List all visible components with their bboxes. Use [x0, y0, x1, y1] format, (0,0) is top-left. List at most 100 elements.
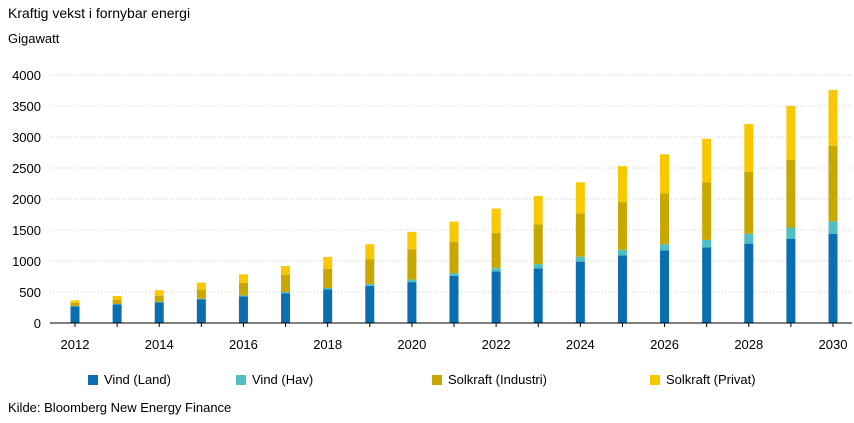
- bar-stack-2021: [449, 221, 459, 323]
- y-tick-label: 3500: [12, 99, 41, 114]
- bar-segment-2028-s3: [744, 123, 754, 172]
- y-tick-label: 3000: [12, 130, 41, 145]
- bar-segment-2022-s0: [491, 271, 501, 323]
- bar-stack-2012: [70, 300, 80, 323]
- legend-swatch: [88, 374, 98, 385]
- bar-segment-2021-s2: [449, 242, 459, 274]
- bar-segment-2024-s2: [575, 213, 585, 257]
- legend-label: Solkraft (Privat): [666, 372, 756, 387]
- bar-segment-2016-s3: [238, 274, 248, 284]
- bar-segment-2025-s3: [617, 166, 627, 203]
- bar-segment-2012-s3: [70, 300, 80, 303]
- bar-segment-2017-s0: [281, 293, 291, 323]
- bar-segment-2028-s1: [744, 233, 754, 244]
- bar-segment-2019-s1: [365, 283, 375, 286]
- bar-segment-2022-s2: [491, 232, 501, 269]
- bar-stack-2025: [617, 166, 627, 323]
- bar-stack-2030: [828, 89, 838, 323]
- bar-segment-2014-s3: [154, 290, 164, 296]
- chart-legend: Vind (Land) Vind (Hav) Solkraft (Industri)…: [0, 372, 854, 392]
- x-tick-label: 2022: [482, 337, 511, 352]
- bar-segment-2016-s1: [238, 295, 248, 297]
- legend-swatch: [236, 374, 246, 385]
- legend-label: Vind (Land): [104, 372, 171, 387]
- bar-segment-2023-s0: [533, 268, 543, 323]
- bar-stack-2020: [407, 231, 417, 323]
- x-tick-label: 2018: [313, 337, 342, 352]
- bar-segment-2013-s2: [112, 299, 122, 304]
- bar-segment-2022-s3: [491, 208, 501, 233]
- y-tick-label: 2500: [12, 161, 41, 176]
- bar-segment-2021-s3: [449, 221, 459, 243]
- bar-segment-2016-s2: [238, 283, 248, 296]
- bar-segment-2021-s0: [449, 275, 459, 323]
- bar-segment-2019-s2: [365, 259, 375, 284]
- bar-segment-2017-s3: [281, 265, 291, 275]
- bar-segment-2030-s1: [828, 221, 838, 234]
- bar-segment-2013-s0: [112, 304, 122, 323]
- x-tick-label: 2016: [229, 337, 258, 352]
- y-tick-label: 500: [19, 285, 41, 300]
- bar-segment-2023-s3: [533, 195, 543, 225]
- bar-segment-2025-s0: [617, 255, 627, 323]
- bar-segment-2014-s0: [154, 302, 164, 323]
- bar-segment-2029-s1: [786, 227, 796, 239]
- bar-segment-2028-s0: [744, 243, 754, 323]
- bar-stack-2024: [575, 182, 585, 323]
- x-tick-label: 2026: [650, 337, 679, 352]
- x-tick-label: 2014: [145, 337, 174, 352]
- bar-segment-2024-s0: [575, 261, 585, 323]
- bar-segment-2025-s1: [617, 249, 627, 256]
- x-tick-label: 2030: [819, 337, 848, 352]
- legend-label: Vind (Hav): [252, 372, 314, 387]
- bar-segment-2018-s0: [323, 289, 333, 323]
- bar-segment-2018-s1: [323, 287, 333, 290]
- bar-segment-2025-s2: [617, 202, 627, 250]
- bar-segment-2027-s1: [702, 239, 712, 248]
- bar-stack-2014: [154, 290, 164, 323]
- bar-segment-2021-s1: [449, 273, 459, 276]
- y-tick-label: 0: [34, 316, 41, 331]
- y-axis-unit-label: Gigawatt: [8, 31, 60, 46]
- bar-segment-2024-s1: [575, 256, 585, 262]
- bar-segment-2015-s3: [196, 282, 206, 291]
- bar-segment-2019-s3: [365, 244, 375, 260]
- legend-item: Solkraft (Privat): [650, 372, 756, 387]
- y-tick-label: 1500: [12, 223, 41, 238]
- bar-stack-2026: [660, 154, 670, 323]
- bar-stack-2022: [491, 208, 501, 323]
- bar-segment-2018-s2: [323, 268, 333, 288]
- source-note: Kilde: Bloomberg New Energy Finance: [8, 400, 232, 415]
- legend-swatch: [432, 374, 442, 385]
- bar-segment-2027-s2: [702, 182, 712, 240]
- bar-segment-2028-s2: [744, 171, 754, 234]
- bar-segment-2012-s2: [70, 302, 80, 306]
- y-tick-label: 2000: [12, 192, 41, 207]
- bar-segment-2023-s2: [533, 224, 543, 265]
- bar-segment-2030-s2: [828, 145, 838, 222]
- x-tick-label: 2028: [734, 337, 763, 352]
- x-tick-label: 2024: [566, 337, 595, 352]
- x-tick-label: 2012: [61, 337, 90, 352]
- bar-segment-2015-s1: [196, 298, 206, 300]
- bar-segment-2019-s0: [365, 285, 375, 323]
- bar-segment-2027-s0: [702, 247, 712, 323]
- bar-stack-2019: [365, 244, 375, 323]
- bar-segment-2030-s3: [828, 89, 838, 146]
- bar-segment-2018-s3: [323, 256, 333, 269]
- bar-segment-2022-s1: [491, 268, 501, 272]
- bar-stack-2018: [323, 256, 333, 323]
- bar-stacks: [70, 89, 838, 323]
- bar-stack-2029: [786, 106, 796, 323]
- y-tick-label: 1000: [12, 254, 41, 269]
- bar-segment-2020-s3: [407, 231, 417, 250]
- bar-segment-2014-s1: [154, 301, 164, 303]
- bar-stack-2028: [744, 123, 754, 323]
- y-axis-ticks: 0 500 1000 1500 2000 2500 3000 3500 4000: [12, 68, 41, 331]
- bar-segment-2026-s2: [660, 193, 670, 245]
- x-axis-ticks: 2012 2014 2016 2018 2020 2022 2024 2026 2028 2030: [61, 323, 848, 352]
- x-tick-label: 2020: [397, 337, 426, 352]
- bar-segment-2014-s2: [154, 295, 164, 302]
- bar-stack-2015: [196, 282, 206, 323]
- bar-segment-2023-s1: [533, 264, 543, 269]
